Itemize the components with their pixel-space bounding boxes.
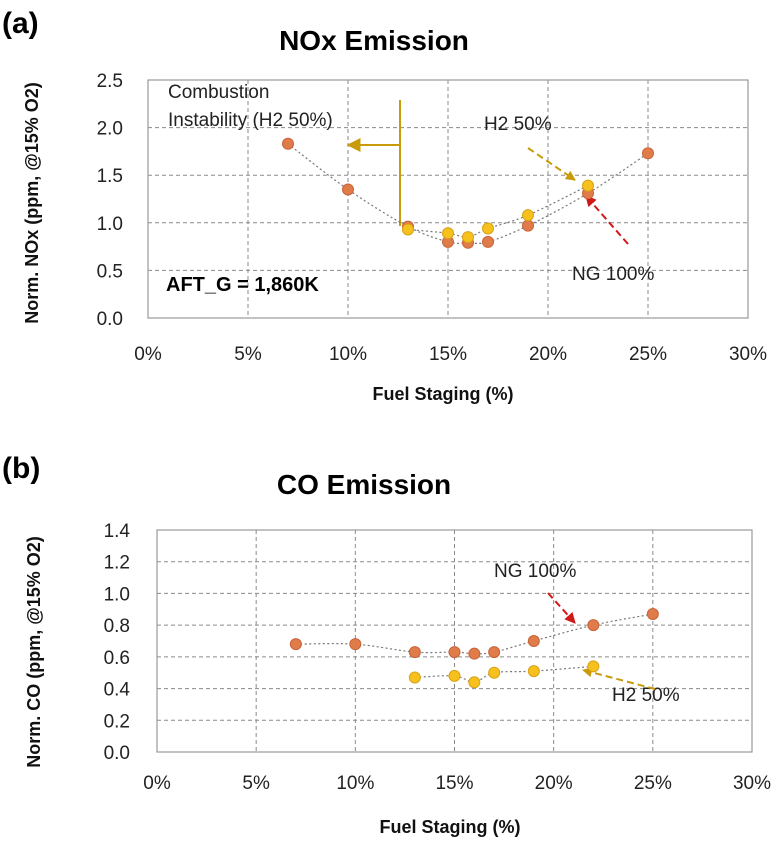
y-axis-title-a: Norm. NOx (ppm, @15% O2) bbox=[22, 82, 42, 324]
data-point-ng bbox=[646, 608, 659, 621]
chart-b: (b) CO Emission 0.0 0.2 0.4 0.6 0.8 1.0 1.2 1.4… bbox=[2, 452, 771, 837]
panel-label-a: (a) bbox=[2, 7, 39, 40]
y-tick-label: 0.5 bbox=[97, 261, 123, 282]
data-point-h2 bbox=[402, 223, 414, 236]
annotation-ng-label-b: NG 100% bbox=[494, 561, 576, 582]
data-point-ng bbox=[448, 646, 461, 659]
y-axis-title-b: Norm. CO (ppm, @15% O2) bbox=[24, 536, 44, 768]
x-tick-label: 10% bbox=[336, 773, 374, 794]
y-ticks-b: 0.0 0.2 0.4 0.6 0.8 1.0 1.2 1.4 bbox=[104, 521, 131, 764]
data-point-ng bbox=[408, 646, 421, 659]
x-tick-label: 10% bbox=[329, 344, 367, 365]
y-ticks-a: 0.0 0.5 1.0 1.5 2.0 2.5 bbox=[97, 71, 123, 330]
y-tick-label: 1.0 bbox=[104, 584, 130, 605]
annotation-instability-line1: Combustion bbox=[168, 82, 269, 103]
trend-line-h2 bbox=[407, 185, 589, 238]
y-tick-label: 1.5 bbox=[97, 166, 123, 187]
y-tick-label: 2.0 bbox=[97, 119, 123, 140]
series-b bbox=[289, 608, 659, 689]
x-tick-label: 15% bbox=[429, 344, 467, 365]
data-point-h2 bbox=[408, 671, 421, 684]
y-tick-label: 0.0 bbox=[104, 743, 130, 764]
chart-a: (a) NOx Emission 0.0 0.5 1.0 1.5 2.0 2.5 0% 5%… bbox=[2, 7, 767, 404]
x-ticks-a: 0% 5% 10% 15% 20% 25% 30% bbox=[134, 344, 767, 365]
y-tick-label: 0.4 bbox=[104, 680, 131, 701]
x-tick-label: 0% bbox=[134, 344, 162, 365]
y-tick-label: 1.0 bbox=[97, 214, 123, 235]
x-tick-label: 30% bbox=[733, 773, 771, 794]
annotation-h2-label-b: H2 50% bbox=[612, 685, 680, 706]
x-axis-title-b: Fuel Staging (%) bbox=[380, 817, 521, 837]
annotation-h2-label-a: H2 50% bbox=[484, 114, 552, 135]
y-tick-label: 1.4 bbox=[104, 521, 131, 542]
data-point-h2 bbox=[448, 669, 461, 682]
data-point-ng bbox=[289, 638, 302, 651]
data-point-ng bbox=[282, 137, 294, 150]
data-point-h2 bbox=[442, 227, 454, 240]
data-point-h2 bbox=[482, 222, 494, 235]
trend-line-h2 bbox=[414, 665, 594, 683]
y-tick-label: 0.2 bbox=[104, 711, 130, 732]
annotation-ng-label-a: NG 100% bbox=[572, 264, 654, 285]
trend-line-ng bbox=[295, 613, 653, 655]
data-point-h2 bbox=[587, 660, 600, 673]
annotation-aft: AFT_G = 1,860K bbox=[166, 274, 319, 296]
data-point-ng bbox=[527, 635, 540, 647]
panel-label-b: (b) bbox=[2, 452, 40, 485]
data-point-h2 bbox=[468, 676, 481, 689]
y-tick-label: 0.0 bbox=[97, 309, 123, 330]
y-tick-label: 2.5 bbox=[97, 71, 123, 92]
x-tick-label: 15% bbox=[435, 773, 473, 794]
chart-title-b: CO Emission bbox=[277, 469, 451, 500]
y-tick-label: 1.2 bbox=[104, 553, 130, 574]
y-tick-label: 0.8 bbox=[104, 616, 130, 637]
x-tick-label: 0% bbox=[143, 773, 171, 794]
y-tick-label: 0.6 bbox=[104, 648, 130, 669]
data-point-ng bbox=[522, 219, 534, 232]
grid-a bbox=[148, 80, 748, 318]
data-point-h2 bbox=[488, 666, 501, 679]
data-point-ng bbox=[468, 647, 481, 660]
x-tick-label: 20% bbox=[535, 773, 573, 794]
data-point-h2 bbox=[462, 231, 474, 244]
data-point-ng bbox=[342, 183, 354, 196]
series-a bbox=[282, 137, 654, 249]
ng-arrow-a bbox=[585, 195, 629, 245]
data-point-h2 bbox=[527, 665, 540, 678]
chart-title-a: NOx Emission bbox=[279, 25, 469, 56]
annotation-instability-line2: Instability (H2 50%) bbox=[168, 110, 333, 131]
trend-line-ng bbox=[287, 143, 649, 244]
x-tick-label: 5% bbox=[242, 773, 270, 794]
x-axis-title-a: Fuel Staging (%) bbox=[373, 384, 514, 404]
data-point-h2 bbox=[522, 209, 534, 222]
x-tick-label: 30% bbox=[729, 344, 767, 365]
grid-b bbox=[157, 530, 752, 752]
ng-arrow-b bbox=[547, 592, 576, 624]
h2-arrow-b bbox=[582, 667, 656, 690]
plot-frame-a bbox=[147, 79, 749, 319]
data-point-ng bbox=[642, 147, 654, 160]
x-ticks-b: 0% 5% 10% 15% 20% 25% 30% bbox=[143, 773, 771, 794]
plot-frame-b bbox=[156, 529, 753, 753]
data-point-ng bbox=[587, 619, 600, 632]
data-point-ng bbox=[349, 638, 362, 651]
data-point-h2 bbox=[582, 179, 594, 192]
data-point-ng bbox=[488, 646, 501, 659]
x-tick-label: 25% bbox=[629, 344, 667, 365]
x-tick-label: 5% bbox=[234, 344, 262, 365]
x-tick-label: 25% bbox=[634, 773, 672, 794]
x-tick-label: 20% bbox=[529, 344, 567, 365]
data-point-ng bbox=[482, 235, 494, 248]
h2-arrow-a bbox=[527, 147, 576, 181]
